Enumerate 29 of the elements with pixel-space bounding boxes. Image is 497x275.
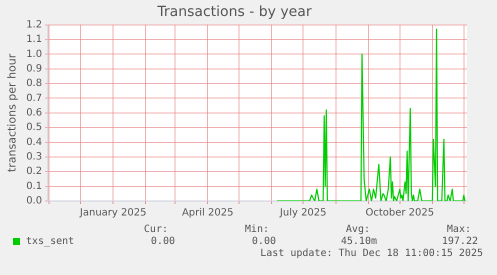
chart-title: Transactions - by year: [156, 4, 312, 20]
y-tick-label: 0.7: [26, 92, 42, 104]
y-tick-label: 1.1: [26, 34, 42, 46]
y-tick-label: 0.6: [26, 107, 42, 118]
text: 197.22: [442, 236, 478, 247]
y-tick-label: 1.2: [26, 19, 42, 30]
x-tick-label: January 2025: [78, 208, 146, 219]
legend-label: txs_sent: [25, 236, 74, 247]
y-tick-label: 0.5: [26, 122, 42, 134]
y-axis-title: transactions per hour: [5, 53, 18, 172]
y-tick-label: 0.4: [26, 136, 42, 148]
text: 45.10m: [340, 236, 377, 247]
text: Cur:: [144, 224, 168, 235]
text: Min:: [244, 224, 269, 235]
y-tick-label: 0.9: [26, 63, 42, 74]
y-tick-label: 0.0: [26, 196, 42, 207]
x-tick-label: July 2025: [278, 208, 327, 219]
text: Max:: [446, 224, 471, 235]
x-tick-label: April 2025: [182, 208, 234, 219]
y-tick-label: 0.2: [26, 166, 42, 178]
y-tick-label: 0.8: [26, 78, 42, 90]
text: 0.00: [252, 236, 276, 247]
x-tick-label: October 2025: [365, 208, 434, 219]
text: 0.00: [150, 236, 175, 247]
y-tick-label: 1.0: [26, 48, 42, 60]
text: Avg:: [346, 224, 370, 235]
y-tick-label: 0.3: [26, 152, 42, 163]
text: Last update: Thu Dec 18 11:00:15 2025: [260, 248, 483, 259]
y-tick-label: 0.1: [26, 180, 42, 192]
